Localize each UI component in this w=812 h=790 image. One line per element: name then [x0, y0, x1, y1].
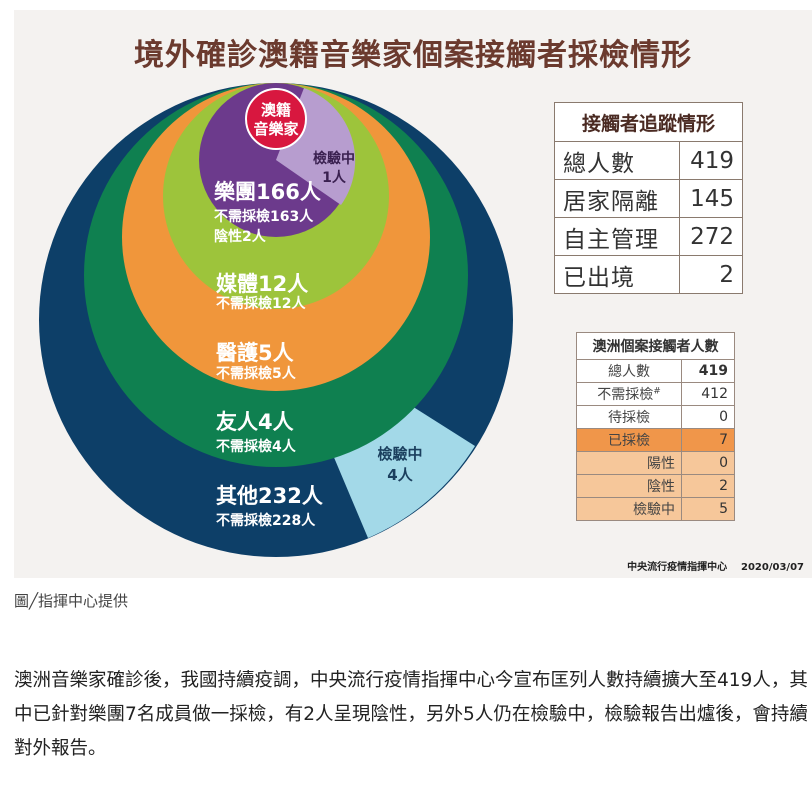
table-row: 居家隔離 145 — [554, 179, 743, 218]
band-line1: 不需採檢163人 — [214, 209, 314, 225]
table-row: 待採檢 0 — [576, 405, 735, 429]
medical-line: 不需採檢5人 — [216, 366, 296, 382]
table-row: 總人數 419 — [554, 141, 743, 180]
table-row: 不需採檢# 412 — [576, 382, 735, 406]
contacts-positive-value: 0 — [681, 451, 735, 475]
tracking-value: 272 — [679, 217, 743, 256]
table-row: 檢驗中 5 — [576, 497, 735, 521]
tracking-table: 接觸者追蹤情形 總人數 419 居家隔離 145 自主管理 272 已出境 2 — [554, 102, 743, 294]
band-line2: 陰性2人 — [214, 229, 266, 245]
infographic-title: 境外確診澳籍音樂家個案接觸者採檢情形 — [134, 38, 692, 73]
table-row: 自主管理 272 — [554, 217, 743, 256]
media-title: 媒體12人 — [216, 272, 309, 296]
contacts-positive-label: 陽性 — [576, 451, 682, 475]
media-line: 不需採檢12人 — [216, 296, 306, 312]
center-label: 澳籍 音樂家 — [253, 101, 299, 138]
contacts-negative-value: 2 — [681, 474, 735, 498]
center-circle — [245, 88, 307, 150]
table-row: 總人數 419 — [576, 359, 735, 383]
tracking-label: 總人數 — [554, 141, 680, 180]
tracking-header: 接觸者追蹤情形 — [554, 102, 743, 142]
contacts-pending-label: 待採檢 — [576, 405, 682, 429]
tracking-label: 居家隔離 — [554, 179, 680, 218]
contacts-header: 澳洲個案接觸者人數 — [576, 332, 735, 360]
table-row: 陰性 2 — [576, 474, 735, 498]
contacts-pending-value: 0 — [681, 405, 735, 429]
band-title: 樂團166人 — [214, 180, 321, 204]
footnote-mark: # — [653, 386, 661, 397]
table-row: 已出境 2 — [554, 255, 743, 294]
contacts-testing-value: 5 — [681, 497, 735, 521]
tracking-label: 已出境 — [554, 255, 680, 294]
contacts-tested-label: 已採檢 — [576, 428, 682, 452]
tracking-value: 2 — [679, 255, 743, 294]
contacts-tested-value: 7 — [681, 428, 735, 452]
contacts-no-test-label: 不需採檢 — [597, 387, 654, 403]
friends-title: 友人4人 — [216, 410, 294, 434]
other-line: 不需採檢228人 — [216, 513, 316, 529]
tracking-value: 145 — [679, 179, 743, 218]
ring-diagram — [39, 83, 513, 557]
contacts-negative-label: 陰性 — [576, 474, 682, 498]
contacts-testing-label: 檢驗中 — [576, 497, 682, 521]
contacts-no-test-cell: 不需採檢# — [576, 382, 682, 406]
band-testing-label: 檢驗中 1人 — [313, 151, 355, 186]
contacts-total-value: 419 — [681, 359, 735, 383]
article-paragraph: 澳洲音樂家確診後，我國持續疫調，中央流行疫情指揮中心今宣布匡列人數持續擴大至41… — [14, 670, 808, 759]
other-testing-label: 檢驗中 4人 — [377, 445, 423, 484]
tracking-label: 自主管理 — [554, 217, 680, 256]
contacts-no-test-value: 412 — [681, 382, 735, 406]
other-title: 其他232人 — [216, 484, 323, 508]
table-row: 已採檢 7 — [576, 428, 735, 452]
medical-title: 醫護5人 — [216, 341, 294, 365]
contacts-total-label: 總人數 — [576, 359, 682, 383]
infographic: 境外確診澳籍音樂家個案接觸者採檢情形 澳籍 音樂家 檢驗中 1人 樂團166人 … — [14, 10, 812, 578]
contacts-table: 澳洲個案接觸者人數 總人數 419 不需採檢# 412 待採檢 0 已採檢 7 … — [576, 332, 735, 521]
table-row: 陽性 0 — [576, 451, 735, 475]
friends-line: 不需採檢4人 — [216, 439, 296, 455]
source-credit: 中央流行疫情指揮中心 2020/03/07 — [627, 562, 804, 573]
tracking-value: 419 — [679, 141, 743, 180]
image-caption: 圖╱指揮中心提供 — [14, 592, 129, 610]
